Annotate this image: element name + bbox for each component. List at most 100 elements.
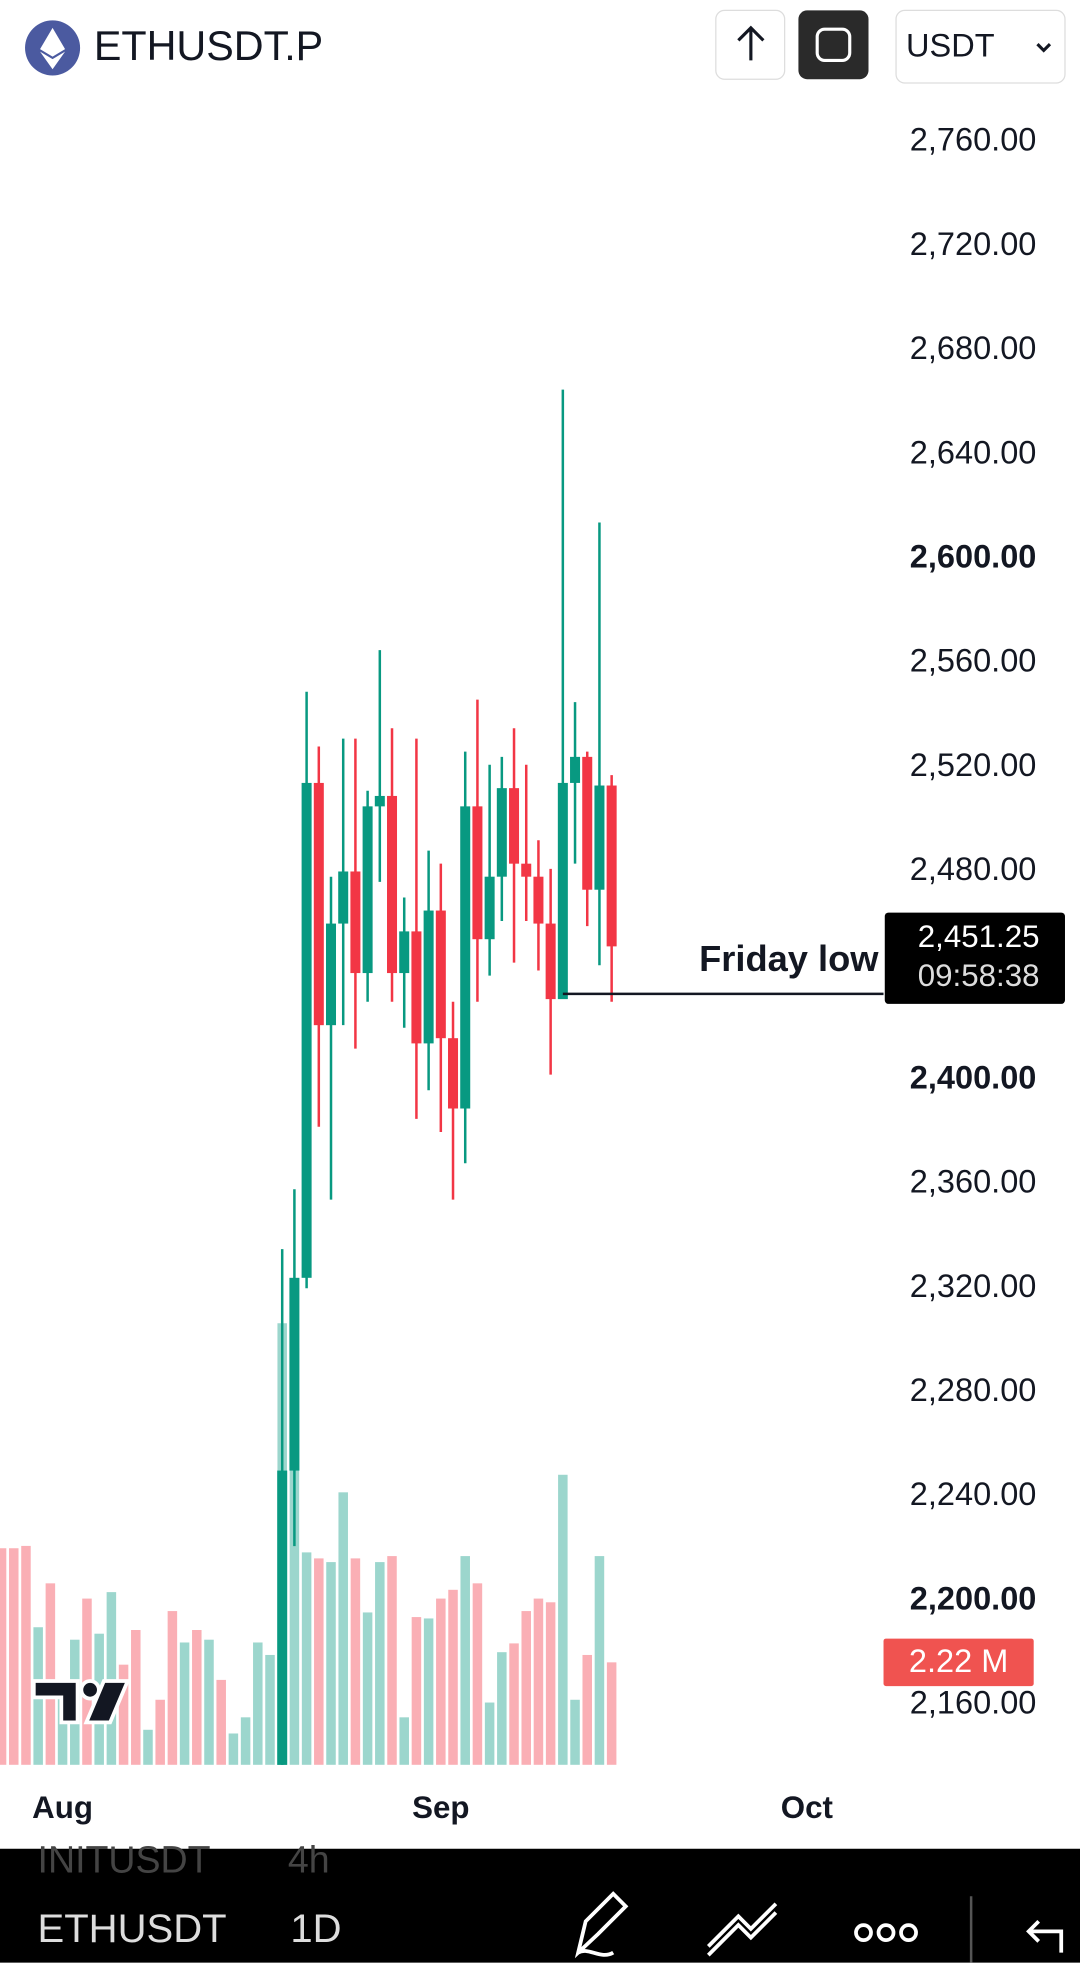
fullscreen-button[interactable]: [798, 10, 869, 80]
candle-body: [411, 931, 422, 1044]
volume-bar: [289, 1348, 300, 1765]
countdown-label: 09:58:38: [918, 958, 1040, 993]
draw-tool-icon[interactable]: [574, 1891, 629, 1959]
candle-body: [570, 756, 581, 783]
candle-body: [435, 910, 446, 1039]
tab-symbol[interactable]: INITUSDT: [38, 1838, 211, 1880]
volume-tag-label: 2.22 M: [909, 1643, 1008, 1679]
volume-bar: [423, 1618, 434, 1765]
volume-bar: [497, 1652, 507, 1765]
y-tick-label: 2,360.00: [910, 1164, 1037, 1200]
candle-body: [326, 923, 337, 1026]
volume-bar: [204, 1639, 214, 1765]
candle-body: [460, 806, 471, 1109]
x-tick-label: Sep: [412, 1790, 469, 1825]
header: ETHUSDT.P USDT: [25, 9, 1066, 84]
candle-body: [521, 863, 532, 877]
volume-bar: [314, 1558, 324, 1765]
candle-body: [557, 782, 568, 1000]
volume-bar: [362, 1612, 373, 1765]
volume-bar: [155, 1699, 165, 1765]
last-price-tag: [884, 912, 1065, 1004]
candle-body: [594, 785, 605, 890]
volume-bar: [118, 1664, 129, 1765]
volume-bar: [521, 1611, 531, 1765]
volume-bar: [228, 1733, 239, 1765]
candle-body: [423, 910, 434, 1044]
bottom-bar: INITUSDT 4h ETHUSDT 1D: [0, 1838, 1080, 1963]
dropdown-chevron: [1036, 43, 1052, 53]
volume-bar: [179, 1642, 190, 1765]
volume-bar: [460, 1556, 470, 1765]
y-tick-label: 2,600.00: [910, 539, 1037, 575]
volume-bar: [338, 1492, 348, 1765]
volume-bar: [387, 1556, 397, 1765]
y-tick-label: 2,520.00: [910, 747, 1037, 783]
more-icon[interactable]: [854, 1923, 918, 1942]
volume-bar: [436, 1598, 446, 1765]
volume-bar: [9, 1548, 19, 1765]
volume-bar: [106, 1592, 117, 1765]
candle-body: [399, 931, 410, 974]
candle-body: [338, 871, 349, 924]
undo-icon[interactable]: [1026, 1920, 1064, 1953]
candle-body: [362, 806, 373, 974]
volume-bar: [448, 1589, 458, 1765]
y-tick-label: 2,160.00: [910, 1685, 1037, 1721]
tab-interval[interactable]: 4h: [288, 1838, 330, 1880]
candle-body: [289, 1277, 300, 1471]
symbol-title[interactable]: ETHUSDT.P: [94, 23, 323, 69]
volume-bar: [375, 1562, 385, 1765]
last-price-label: 2,451.25: [918, 919, 1040, 954]
volume-bar: [192, 1630, 202, 1765]
volume-bar: [57, 1683, 68, 1765]
y-tick-label: 2,200.00: [910, 1580, 1037, 1616]
candle-body: [301, 782, 312, 1278]
volume-bar: [0, 1548, 7, 1765]
volume-bar: [265, 1654, 275, 1765]
currency-dropdown[interactable]: [895, 9, 1066, 84]
currency-label: USDT: [906, 28, 995, 64]
volume-bar: [472, 1583, 483, 1765]
candle-body: [545, 923, 556, 1000]
candle-body: [533, 876, 544, 924]
y-tick-label: 2,240.00: [910, 1476, 1037, 1512]
y-tick-label: 2,640.00: [910, 434, 1037, 470]
volume-bar: [167, 1611, 178, 1765]
tradingview-logo: [31, 1679, 131, 1725]
y-tick-label: 2,760.00: [910, 122, 1037, 158]
volume-bar: [253, 1642, 263, 1765]
volume-bar: [545, 1602, 556, 1765]
tab-interval[interactable]: 1D: [290, 1907, 341, 1951]
x-tick-label: Oct: [781, 1790, 834, 1825]
candle-body: [509, 788, 520, 864]
y-tick-label: 2,280.00: [910, 1372, 1037, 1408]
volume-bar: [301, 1552, 312, 1765]
eth-logo-glyph: [40, 27, 66, 70]
volume-bar: [606, 1662, 617, 1765]
share-icon: [737, 25, 765, 61]
volume-bar: [21, 1545, 31, 1765]
candle-body: [472, 806, 483, 940]
y-tick-label: 2,680.00: [910, 330, 1037, 366]
tab-symbol[interactable]: ETHUSDT: [38, 1907, 227, 1951]
trend-tool-icon[interactable]: [706, 1902, 778, 1957]
volume-bar: [509, 1643, 519, 1765]
volume-bar: [240, 1717, 251, 1765]
volume-bar: [131, 1630, 141, 1765]
volume-bar: [484, 1702, 495, 1765]
bottom-bar-bg: [0, 1848, 1080, 1963]
fullscreen-icon: [815, 27, 852, 62]
candle-body: [313, 782, 324, 1026]
volume-bar: [399, 1717, 409, 1765]
y-tick-label: 2,560.00: [910, 643, 1037, 679]
volume-tag: [883, 1638, 1034, 1687]
volume-bar: [533, 1598, 544, 1765]
volume-bar: [143, 1729, 153, 1765]
volume-bar: [350, 1558, 361, 1765]
candle-body: [496, 788, 507, 877]
y-tick-label: 2,480.00: [910, 851, 1037, 887]
volume-bar: [326, 1562, 336, 1765]
candle-body: [448, 1038, 459, 1109]
